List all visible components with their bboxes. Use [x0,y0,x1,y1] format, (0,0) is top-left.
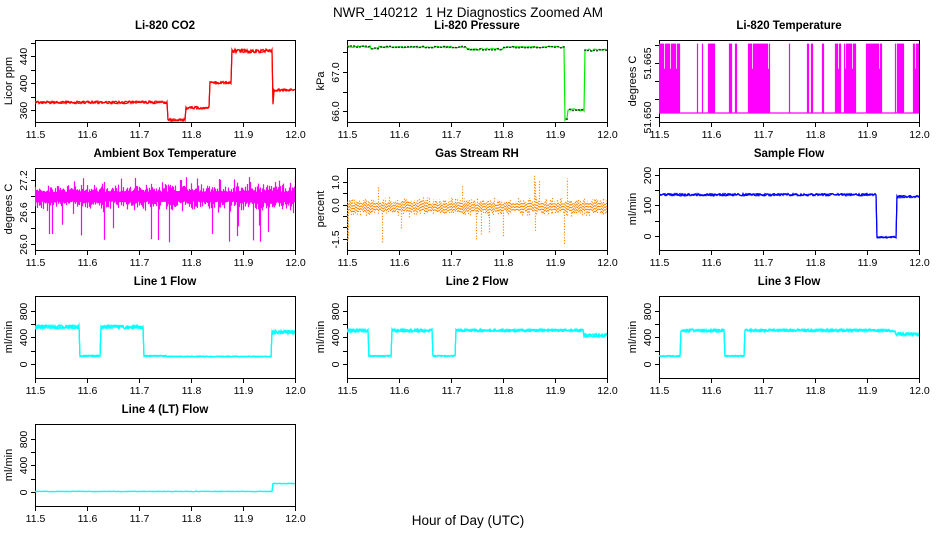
panel-line3-flow-canvas [624,274,936,404]
panel-gas-stream-rh-canvas [312,146,624,276]
panel-li820-temperature: Li-820 Temperature [624,18,936,148]
panel-title-gas-stream-rh: Gas Stream RH [435,148,519,160]
panel-gas-stream-rh: Gas Stream RH [312,146,624,276]
panel-sample-flow: Sample Flow [624,146,936,276]
panel-sample-flow-canvas [624,146,936,276]
panel-title-line2-flow: Line 2 Flow [445,276,509,288]
panel-li820-co2-canvas [0,18,312,148]
panel-title-line3-flow: Line 3 Flow [757,276,821,288]
panel-title-li820-temperature: Li-820 Temperature [736,20,842,32]
panel-line1-flow: Line 1 Flow [0,274,312,404]
panel-line3-flow: Line 3 Flow [624,274,936,404]
panel-line2-flow-canvas [312,274,624,404]
panel-title-li820-co2: Li-820 CO2 [134,20,196,32]
panel-line1-flow-canvas [0,274,312,404]
panel-line4-lt-flow: Line 4 (LT) Flow [0,402,312,532]
panel-title-ambient-box-temperature: Ambient Box Temperature [93,148,237,160]
panel-li820-temperature-canvas [624,18,936,148]
panel-line2-flow: Line 2 Flow [312,274,624,404]
panel-title-li820-pressure: Li-820 Pressure [434,20,520,32]
panel-li820-pressure: Li-820 Pressure [312,18,624,148]
panel-ambient-box-temperature: Ambient Box Temperature [0,146,312,276]
panel-title-sample-flow: Sample Flow [753,148,825,160]
panel-li820-co2: Li-820 CO2 [0,18,312,148]
panel-ambient-box-temperature-canvas [0,146,312,276]
panel-li820-pressure-canvas [312,18,624,148]
panel-title-line1-flow: Line 1 Flow [133,276,197,288]
figure-title: NWR_140212 1 Hz Diagnostics Zoomed AM [332,5,604,20]
x-axis-label: Hour of Day (UTC) [411,513,525,528]
panel-line4-lt-flow-canvas [0,402,312,532]
panel-title-line4-lt-flow: Line 4 (LT) Flow [121,404,209,416]
